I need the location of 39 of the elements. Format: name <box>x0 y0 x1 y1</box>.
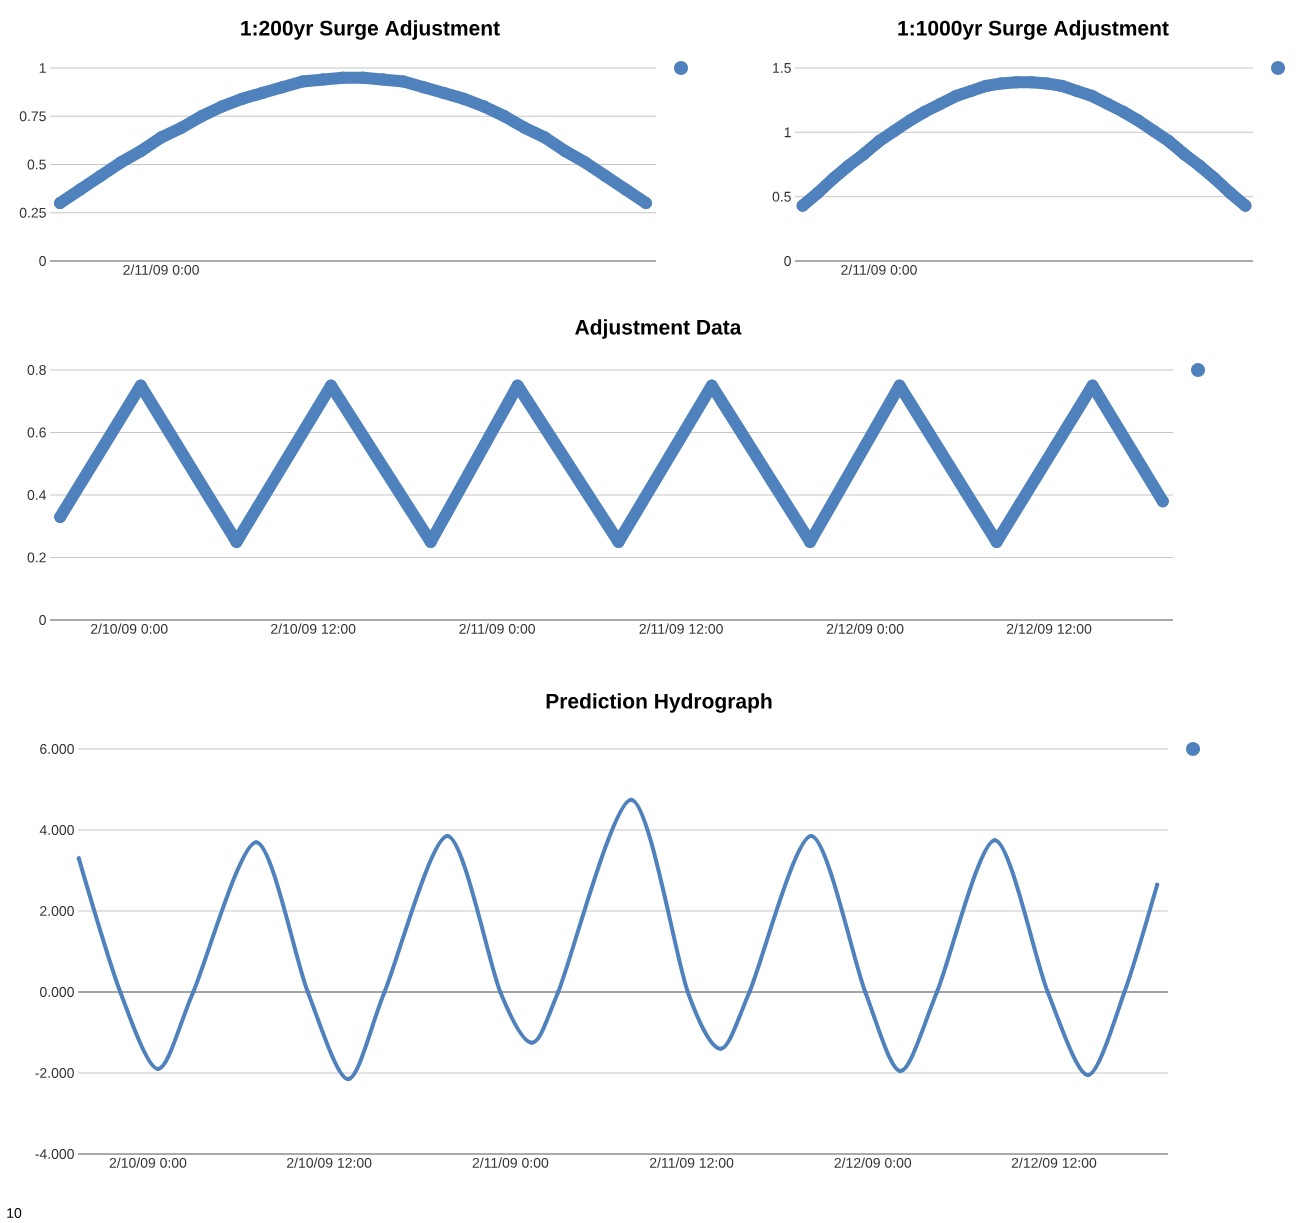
x-tick-label: 2/11/09 12:00 <box>649 1157 734 1168</box>
x-tick-label: 2/10/09 12:00 <box>271 623 356 634</box>
y-tick-label: 0.75 <box>19 111 46 122</box>
x-tick-label: 2/12/09 0:00 <box>834 1157 912 1168</box>
x-tick-label: 2/11/09 0:00 <box>841 264 917 275</box>
y-tick-label: 0.8 <box>27 365 46 375</box>
chart-title: Prediction Hydrograph <box>546 693 772 713</box>
y-tick-label: 0.25 <box>19 207 46 218</box>
x-tick-label: 2/10/09 12:00 <box>287 1157 372 1168</box>
y-tick-label: -2.000 <box>35 1068 74 1078</box>
y-tick-label: 0.2 <box>27 552 46 563</box>
y-tick-label: 0.5 <box>772 191 791 202</box>
y-tick-label: 0.6 <box>27 427 46 438</box>
y-tick-label: 1 <box>784 127 791 138</box>
y-tick-label: -4.000 <box>35 1149 74 1159</box>
x-tick-label: 2/10/09 0:00 <box>109 1157 187 1168</box>
y-tick-label: 0 <box>784 256 791 266</box>
x-tick-label: 2/11/09 0:00 <box>123 264 199 275</box>
y-tick-label: 4.000 <box>39 825 74 835</box>
y-tick-label: 1.5 <box>773 63 791 73</box>
chart-title: 1:200yr Surge Adjustment <box>241 20 500 40</box>
x-tick-label: 2/11/09 0:00 <box>459 623 535 634</box>
y-tick-label: 0.4 <box>27 490 47 500</box>
y-tick-label: 0.000 <box>39 987 74 997</box>
y-tick-label: 1 <box>39 63 46 73</box>
x-tick-label: 2/12/09 0:00 <box>826 623 904 634</box>
y-tick-label: 6.000 <box>40 744 74 754</box>
x-tick-label: 2/12/09 12:00 <box>1006 623 1092 634</box>
text: 10 <box>7 1208 22 1218</box>
y-tick-label: 0 <box>39 256 46 266</box>
chart-title: Adjustment Data <box>575 319 742 339</box>
y-tick-label: 2.000 <box>40 906 74 916</box>
x-tick-label: 2/10/09 0:00 <box>90 623 168 634</box>
y-tick-label: 0 <box>39 615 46 625</box>
y-tick-label: 0.5 <box>27 159 46 170</box>
x-tick-label: 2/11/09 12:00 <box>639 623 723 634</box>
chart-title: 1:1000yr Surge Adjustment <box>898 20 1169 40</box>
x-tick-label: 2/11/09 0:00 <box>472 1157 549 1168</box>
x-tick-label: 2/12/09 12:00 <box>1011 1157 1097 1168</box>
